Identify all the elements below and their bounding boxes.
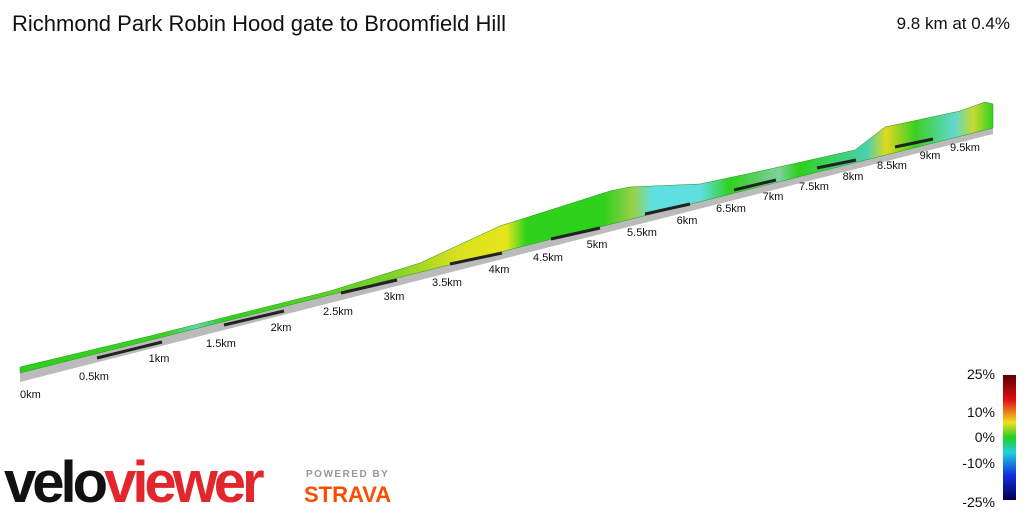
distance-label: 9km	[920, 150, 941, 162]
distance-label: 3.5km	[432, 277, 462, 289]
tick-band	[550, 226, 601, 241]
gradient-scale: 25% 10% 0% -10% -25%	[962, 366, 995, 510]
distance-label: 8.5km	[877, 160, 907, 172]
distance-label: 3km	[384, 291, 405, 303]
distance-label: 8km	[843, 171, 864, 183]
strava: STRAVA	[304, 482, 391, 507]
tick-band	[644, 202, 691, 216]
scale-label: 25%	[967, 366, 995, 382]
scale-label: -10%	[962, 455, 995, 471]
distance-label: 0.5km	[79, 371, 109, 383]
distance-label: 7.5km	[799, 181, 829, 193]
distance-ticks: 0km 0.5km 1km 1.5km 2km 2.5km 3km 3.5km 4km 4.5km…	[20, 137, 980, 401]
distance-label: 0km	[20, 389, 41, 401]
logo-viewer: viewer	[104, 450, 264, 512]
logo-velo: velo	[4, 450, 107, 512]
profile-surface	[19, 101, 994, 374]
scale-label: -25%	[962, 494, 995, 510]
distance-label: 2km	[271, 322, 292, 334]
tick-band	[733, 178, 777, 192]
logo: veloviewer	[4, 450, 264, 512]
distance-label: 5km	[587, 239, 608, 251]
tick-band	[816, 158, 857, 170]
tick-band	[340, 278, 398, 295]
powered-by: POWERED BY	[306, 469, 389, 480]
distance-label: 4km	[489, 264, 510, 276]
distance-label: 5.5km	[627, 227, 657, 239]
distance-label: 6km	[677, 215, 698, 227]
scale-label: 10%	[967, 404, 995, 420]
distance-label: 9.5km	[950, 142, 980, 154]
tick-band	[449, 251, 503, 266]
gradient-scale-bar	[1003, 375, 1016, 500]
tick-band	[223, 309, 285, 327]
distance-label: 4.5km	[533, 252, 563, 264]
tick-band	[96, 340, 163, 360]
tick-band	[894, 137, 934, 149]
distance-label: 6.5km	[716, 203, 746, 215]
distance-label: 1km	[149, 353, 170, 365]
distance-label: 2.5km	[323, 306, 353, 318]
distance-label: 7km	[763, 191, 784, 203]
title: Richmond Park Robin Hood gate to Broomfi…	[12, 11, 506, 36]
distance-label: 1.5km	[206, 338, 236, 350]
scale-label: 0%	[975, 429, 995, 445]
profile-side	[20, 128, 993, 382]
summary: 9.8 km at 0.4%	[897, 14, 1010, 33]
